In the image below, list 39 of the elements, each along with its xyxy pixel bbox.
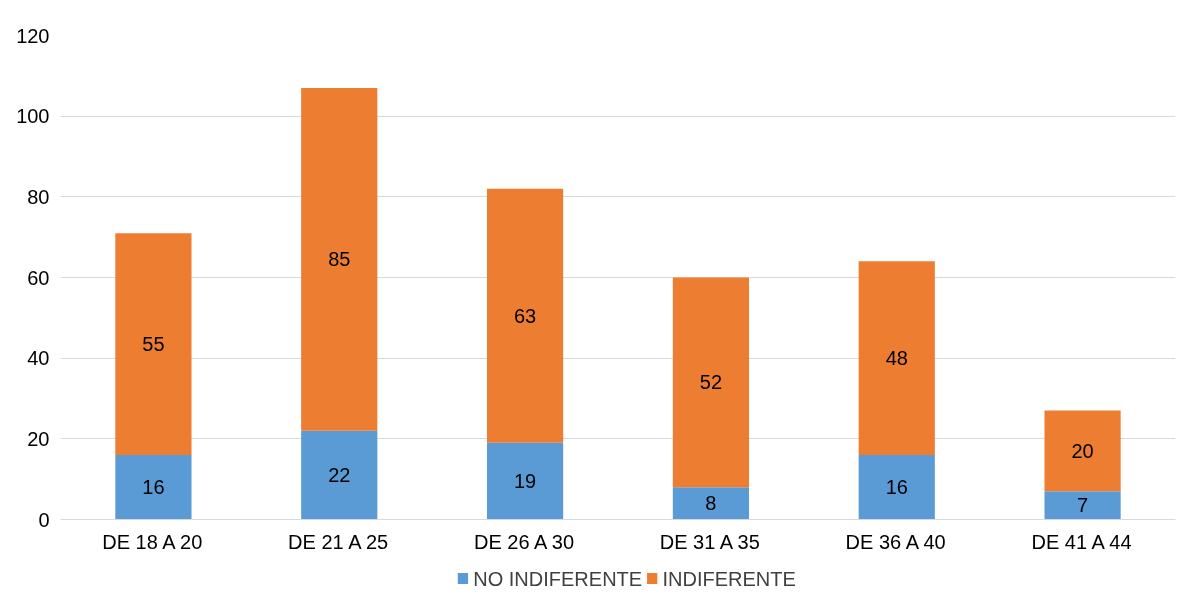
data-label: 48: [885, 347, 908, 370]
bar: [672, 487, 750, 520]
bar: [486, 442, 564, 520]
y-tick-label: 80: [27, 185, 50, 208]
bar: [115, 233, 192, 455]
x-tick-label: DE 21 A 25: [288, 530, 389, 553]
x-tick-label: DE 36 A 40: [845, 530, 946, 553]
bar: [672, 277, 750, 488]
x-tick-label: DE 31 A 35: [659, 530, 760, 553]
bar: [1044, 410, 1121, 492]
x-tick-label: DE 41 A 44: [1031, 530, 1132, 553]
data-label: 20: [1071, 439, 1094, 462]
x-tick-label: DE 26 A 30: [473, 530, 575, 553]
data-label: 63: [513, 304, 537, 327]
bar: [486, 188, 564, 443]
y-tick-label: 60: [27, 266, 50, 289]
data-label: 55: [142, 333, 165, 356]
y-tick-label: 100: [16, 105, 50, 128]
data-label: 52: [699, 371, 723, 394]
legend-label: NO INDIFERENTE: [473, 567, 643, 590]
y-tick-label: 0: [38, 508, 50, 531]
x-tick-label: DE 18 A 20: [102, 530, 203, 553]
bar: [1044, 491, 1121, 520]
bar: [858, 454, 935, 520]
y-tick-label: 20: [27, 427, 50, 450]
y-tick-label: 120: [16, 24, 50, 47]
bar: [301, 87, 378, 431]
y-tick-label: 40: [27, 347, 50, 370]
bar: [301, 430, 378, 520]
bar: [115, 454, 192, 520]
data-label: 16: [142, 476, 165, 499]
data-label: 22: [328, 464, 351, 487]
data-label: 19: [513, 470, 537, 493]
data-label: 16: [885, 476, 908, 499]
data-label: 8: [705, 492, 717, 515]
data-label: 7: [1077, 494, 1089, 517]
legend-label: INDIFERENTE: [662, 567, 796, 590]
data-label: 85: [328, 248, 351, 271]
bar: [858, 261, 935, 455]
